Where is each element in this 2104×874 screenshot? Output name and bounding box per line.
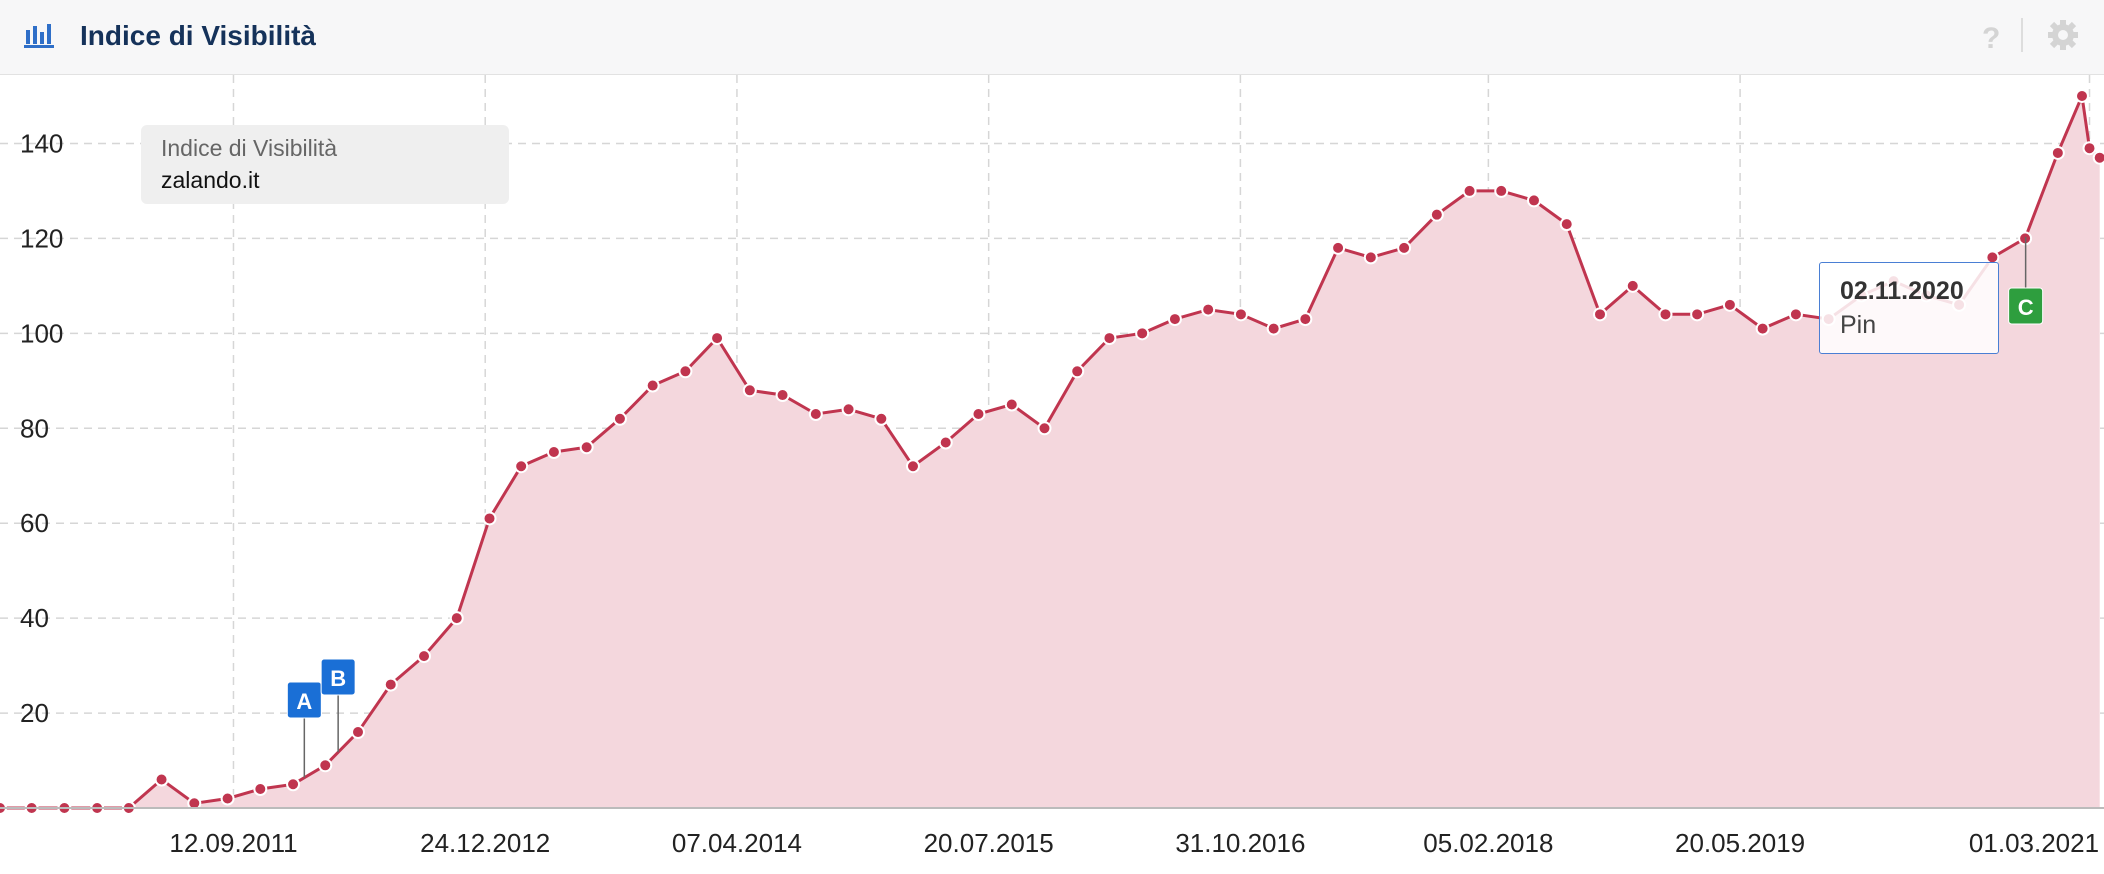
y-tick-label: 20 xyxy=(20,698,49,728)
header: Indice di Visibilità ? xyxy=(0,0,2104,75)
point xyxy=(874,411,889,426)
point xyxy=(1331,240,1346,255)
chart-title: Indice di Visibilità xyxy=(80,20,316,51)
x-tick-label: 20.05.2019 xyxy=(1675,828,1805,858)
legend: Indice di Visibilità zalando.it xyxy=(141,125,509,204)
point xyxy=(1625,278,1640,293)
point xyxy=(546,444,561,459)
point xyxy=(1266,321,1281,336)
point xyxy=(1559,217,1574,232)
point xyxy=(1233,307,1248,322)
point xyxy=(1070,364,1085,379)
point xyxy=(678,364,693,379)
point xyxy=(1363,250,1378,265)
pin xyxy=(320,658,356,696)
point xyxy=(1755,321,1770,336)
point xyxy=(482,511,497,526)
point xyxy=(579,440,594,455)
x-tick-label: 01.03.2021 xyxy=(1969,828,2099,858)
y-tick-label: 100 xyxy=(20,318,63,348)
point xyxy=(775,388,790,403)
point xyxy=(383,677,398,692)
help-icon[interactable]: ? xyxy=(1982,22,2000,55)
pin xyxy=(286,681,322,719)
pin-label: C xyxy=(2018,295,2034,320)
point xyxy=(1135,326,1150,341)
point xyxy=(1593,307,1608,322)
point xyxy=(1429,207,1444,222)
point xyxy=(286,777,301,792)
y-tick-label: 140 xyxy=(20,128,63,158)
point xyxy=(1658,307,1673,322)
tooltip-text: Pin xyxy=(1840,311,1877,339)
x-tick-label: 20.07.2015 xyxy=(924,828,1054,858)
y-tick-label: 40 xyxy=(20,603,49,633)
point xyxy=(1690,307,1705,322)
point xyxy=(1722,297,1737,312)
legend-entry: zalando.it xyxy=(161,167,260,193)
point xyxy=(1462,183,1477,198)
point xyxy=(187,796,202,811)
pin-label: B xyxy=(330,666,346,691)
pin-label: A xyxy=(296,689,312,714)
x-tick-label: 12.09.2011 xyxy=(169,828,297,858)
y-tick-label: 60 xyxy=(20,508,49,538)
point xyxy=(645,378,660,393)
x-tick-label: 07.04.2014 xyxy=(672,828,802,858)
point xyxy=(1167,312,1182,327)
point xyxy=(1037,421,1052,436)
point xyxy=(318,758,333,773)
point xyxy=(2082,141,2097,156)
point xyxy=(449,611,464,626)
x-tick-label: 05.02.2018 xyxy=(1423,828,1553,858)
point xyxy=(2092,150,2104,165)
point xyxy=(905,459,920,474)
point xyxy=(253,782,268,797)
point xyxy=(1788,307,1803,322)
y-tick-label: 80 xyxy=(20,413,49,443)
point xyxy=(1201,302,1216,317)
pin xyxy=(2008,287,2044,325)
point xyxy=(2050,145,2065,160)
x-tick-label: 31.10.2016 xyxy=(1175,828,1305,858)
tooltip-date: 02.11.2020 xyxy=(1840,277,1964,305)
point xyxy=(612,411,627,426)
point xyxy=(1298,312,1313,327)
point xyxy=(351,725,366,740)
point xyxy=(1526,193,1541,208)
point xyxy=(1494,183,1509,198)
y-tick-label: 120 xyxy=(20,223,63,253)
point xyxy=(514,459,529,474)
area xyxy=(0,96,2100,808)
settings-icon[interactable] xyxy=(2048,20,2078,50)
tooltip: 02.11.2020 Pin xyxy=(1819,262,1999,354)
point xyxy=(971,407,986,422)
point xyxy=(154,772,169,787)
x-tick-label: 24.12.2012 xyxy=(420,828,550,858)
point xyxy=(710,331,725,346)
point xyxy=(417,649,432,664)
point xyxy=(1102,331,1117,346)
header-tools: ? xyxy=(1982,18,2078,55)
point xyxy=(220,791,235,806)
point xyxy=(938,435,953,450)
point xyxy=(841,402,856,417)
point xyxy=(808,407,823,422)
point xyxy=(1397,240,1412,255)
point xyxy=(742,383,757,398)
legend-title: Indice di Visibilità xyxy=(161,135,338,161)
point xyxy=(1004,397,1019,412)
chart-icon xyxy=(24,24,54,48)
point xyxy=(2074,88,2089,103)
